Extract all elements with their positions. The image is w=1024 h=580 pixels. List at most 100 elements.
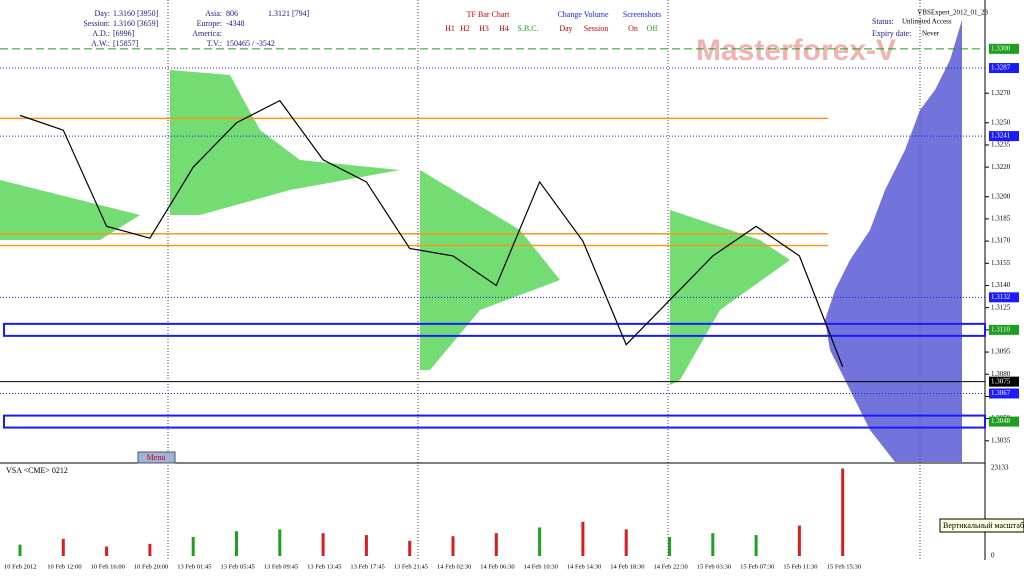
header: Day: 1.3160 [3950] Session: 1.3160 [3659… (6, 9, 1024, 533)
control-title: Screenshots (623, 10, 661, 19)
volume-profile (825, 20, 962, 462)
volume-bar (754, 535, 758, 556)
volume-bar (797, 525, 801, 556)
level-tag: 1.3287 (991, 64, 1011, 72)
y-tick-label: 1.3140 (991, 281, 1011, 289)
label: America: (192, 29, 222, 38)
y-tick-label: 1.3185 (991, 215, 1011, 223)
x-tick-label: 15 Feb 07:30 (740, 563, 774, 570)
value: 806 (226, 9, 238, 18)
button[interactable]: H4 (499, 24, 509, 33)
indicator-title: VSA <CME> 0212 (6, 466, 68, 475)
y-tick-label: 1.3170 (991, 237, 1011, 245)
control-title: TF Bar Chart (467, 10, 510, 19)
x-tick-label: 15 Feb 11:30 (783, 563, 817, 570)
level-tag: 1.3110 (991, 325, 1010, 333)
label: Session: (83, 19, 110, 28)
button[interactable]: H2 (460, 24, 470, 33)
y-tick-label: 1.3080 (991, 370, 1011, 378)
level-tag-bg (989, 63, 1019, 74)
value: [15857] (113, 39, 139, 48)
volume-bar (278, 529, 282, 556)
volume-bar (364, 535, 368, 556)
label: Status: (872, 17, 894, 26)
x-tick-label: 15 Feb 15:30 (827, 563, 861, 570)
label: A.W.: (91, 39, 110, 48)
volume-bar (235, 531, 238, 556)
label: Europe: (197, 19, 222, 28)
x-tick-label: 13 Feb 17:45 (350, 563, 384, 570)
label: Asia: (205, 9, 222, 18)
volume-bar (711, 533, 715, 556)
x-tick-label: 10 Feb 16:00 (91, 563, 125, 570)
button[interactable]: H1 (445, 24, 455, 33)
volume-bar (191, 536, 195, 556)
label: T.V.: (207, 39, 222, 48)
value: 1.3121 [794] (268, 9, 310, 18)
volume-bar (841, 468, 845, 556)
level-tag-bg (989, 131, 1019, 142)
x-tick-label: 13 Feb 13:45 (307, 563, 341, 570)
volume-tick-label: 0 (991, 552, 995, 560)
menu-button[interactable] (137, 451, 176, 464)
y-tick-label: 1.3220 (991, 163, 1011, 171)
value: 150465 / -3542 (226, 39, 275, 48)
watermark: Masterforex-V (696, 34, 896, 67)
level-tag-bg (989, 43, 1019, 54)
level-tag-bg (989, 388, 1019, 399)
button[interactable]: Off (647, 24, 658, 33)
value: Unlimited Access (902, 18, 952, 26)
x-tick-label: 13 Feb 21:45 (394, 563, 428, 570)
button[interactable]: On (628, 24, 638, 33)
level-tag: 1.3075 (991, 377, 1011, 385)
x-tick-label: 13 Feb 05:45 (221, 563, 255, 570)
volume-bar (581, 521, 585, 556)
volume-bar (494, 533, 498, 556)
button[interactable]: Session (584, 24, 608, 33)
button[interactable]: S.B.C. (517, 24, 538, 33)
level-tag-bg (989, 376, 1019, 387)
y-tick-label: 1.3235 (991, 141, 1011, 149)
volume-bar (408, 540, 412, 556)
level-tag: 1.3132 (991, 293, 1011, 301)
x-tick-label: 10 Feb 2012 (4, 563, 37, 570)
y-tick-label: 1.3125 (991, 303, 1011, 311)
level-tag-bg (989, 416, 1019, 427)
level-tag: 1.3241 (991, 132, 1011, 140)
level-tag: 1.3067 (991, 389, 1011, 397)
button[interactable]: H3 (479, 24, 489, 33)
button[interactable]: Day (559, 24, 572, 33)
value: -4348 (226, 19, 245, 28)
y-tick-label: 1.3035 (991, 436, 1011, 444)
level-box (3, 414, 986, 429)
y-tick-label: 1.3270 (991, 89, 1011, 97)
value: 1.3160 [3659] (113, 19, 159, 28)
label: Expiry date: (872, 29, 911, 38)
volume-bar (538, 527, 542, 556)
level-tag-bg (989, 324, 1019, 335)
volume-bar (105, 546, 109, 556)
menu-label[interactable]: Menu (147, 453, 166, 462)
expert-name: VBSExpert_2012_01_23 (917, 9, 988, 17)
green-profile (170, 70, 400, 215)
label: A.D.: (92, 29, 110, 38)
y-tick-label: 1.3200 (991, 192, 1011, 200)
x-tick-label: 10 Feb 12:00 (47, 563, 81, 570)
x-tick-label: 14 Feb 14:30 (567, 563, 601, 570)
level-tag: 1.3048 (991, 417, 1011, 425)
x-tick-label: 14 Feb 06:30 (480, 563, 514, 570)
volume-bar (148, 543, 152, 556)
level-tag: 1.3300 (991, 44, 1011, 52)
volume-tick-label: 23133 (991, 464, 1009, 472)
price-line (19, 99, 844, 368)
volume-bar (18, 544, 22, 556)
level-tag-bg (989, 292, 1019, 303)
value: 1.3160 [3950] (113, 9, 159, 18)
control-title: Change Volume (557, 10, 608, 19)
level-box (3, 322, 986, 337)
y-tick-label: 1.3095 (991, 348, 1011, 356)
label: Day: (94, 9, 110, 18)
value: Never (922, 30, 940, 38)
x-tick-label: 14 Feb 02:30 (437, 563, 471, 570)
